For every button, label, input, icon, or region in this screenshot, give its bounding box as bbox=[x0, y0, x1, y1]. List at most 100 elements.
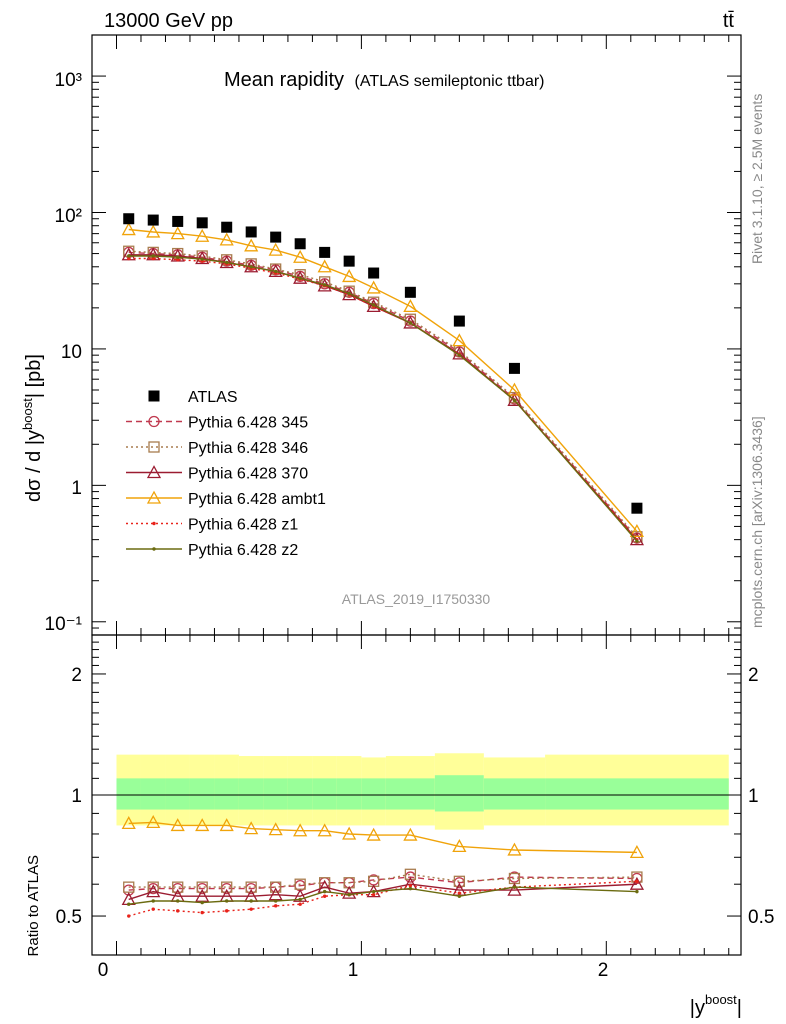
ratio-point bbox=[273, 904, 278, 908]
main-point bbox=[151, 254, 155, 258]
ratio-point bbox=[293, 823, 308, 837]
main-y-tick-label-0.1: 10⁻¹ bbox=[45, 614, 83, 635]
legend-label: Pythia 6.428 345 bbox=[188, 415, 308, 432]
legend-label: Pythia 6.428 ambt1 bbox=[188, 491, 326, 508]
ratio-band-inner-2 bbox=[165, 778, 190, 810]
ratio-point bbox=[457, 891, 462, 895]
main-point bbox=[195, 228, 210, 242]
main-point bbox=[151, 256, 155, 261]
ratio-series-pythia-6-428-z2 bbox=[127, 885, 639, 906]
ratio-point bbox=[317, 823, 332, 837]
xlabel-sup: boost bbox=[705, 992, 737, 1007]
ratio-point bbox=[408, 886, 413, 891]
ratio-series-layer bbox=[121, 814, 645, 918]
legend-label: ATLAS bbox=[188, 389, 238, 406]
main-point bbox=[200, 257, 204, 261]
ratio-point bbox=[176, 909, 180, 913]
main-point bbox=[629, 524, 645, 538]
main-point bbox=[368, 267, 380, 279]
ratio-band-inner-0 bbox=[116, 778, 141, 810]
main-point bbox=[219, 232, 234, 246]
main-point bbox=[631, 502, 643, 514]
main-point bbox=[347, 291, 351, 296]
legend-entry-1: Pythia 6.428 345 bbox=[126, 415, 308, 432]
ratio-point bbox=[200, 910, 204, 915]
ratio-point bbox=[249, 899, 253, 903]
ratio-point bbox=[457, 894, 462, 898]
ratio-y-tick-label-1: 1 bbox=[71, 786, 82, 807]
main-point bbox=[176, 255, 180, 259]
ratio-point bbox=[512, 885, 517, 889]
main-point bbox=[121, 222, 136, 236]
ratio-series-pythia-6-428-370 bbox=[121, 876, 645, 906]
ratio-point bbox=[298, 902, 302, 906]
legend-entry-6: Pythia 6.428 z2 bbox=[126, 542, 298, 559]
main-series-atlas bbox=[123, 213, 643, 514]
ratio-point bbox=[629, 876, 645, 890]
legend-marker bbox=[148, 441, 160, 453]
ratio-line bbox=[128, 876, 637, 891]
ratio-band-inner-13 bbox=[483, 778, 546, 810]
main-point bbox=[508, 391, 521, 404]
main-point bbox=[176, 258, 180, 262]
xlabel-suffix: | bbox=[737, 997, 742, 1019]
ratio-line bbox=[128, 883, 637, 901]
ratio-band-inner-1 bbox=[140, 778, 166, 810]
ratio-point bbox=[293, 888, 308, 902]
legend-marker bbox=[152, 521, 156, 526]
ratio-series-pythia-6-428-ambt1 bbox=[121, 814, 645, 859]
legend-entry-3: Pythia 6.428 370 bbox=[126, 465, 308, 483]
ratio-point bbox=[371, 892, 376, 897]
main-line bbox=[128, 228, 638, 532]
ratio-point bbox=[366, 827, 381, 841]
ratio-point bbox=[342, 826, 357, 840]
main-point bbox=[294, 238, 306, 250]
ratio-point bbox=[172, 881, 184, 893]
ratio-point bbox=[268, 822, 283, 836]
ratio-point bbox=[224, 899, 229, 903]
ratio-point bbox=[151, 907, 155, 911]
rivet-side-label: Rivet 3.1.10, ≥ 2.5M events bbox=[749, 94, 765, 264]
main-point bbox=[403, 299, 418, 313]
ratio-point bbox=[151, 899, 155, 903]
ratio-point bbox=[121, 816, 136, 830]
ratio-point bbox=[200, 900, 204, 905]
legend-label: Pythia 6.428 z1 bbox=[188, 517, 298, 534]
ratio-point bbox=[195, 818, 210, 832]
main-point bbox=[244, 238, 259, 252]
legend-marker bbox=[146, 490, 162, 504]
legend-marker bbox=[148, 415, 160, 428]
main-point bbox=[195, 251, 210, 265]
x-tick-label-2: 2 bbox=[598, 960, 609, 981]
ratio-point bbox=[629, 845, 645, 859]
ratio-y-tick-label-right-2: 2 bbox=[748, 665, 759, 686]
ratio-point bbox=[176, 899, 180, 903]
main-point bbox=[322, 283, 327, 287]
main-y-tick-label-10: 10 bbox=[61, 342, 82, 363]
main-point bbox=[457, 353, 462, 357]
main-series-pythia-6-428-z2 bbox=[127, 254, 639, 543]
ratio-point bbox=[322, 894, 327, 898]
ratio-y-tick-label-right-1: 1 bbox=[748, 786, 759, 807]
main-point bbox=[403, 315, 418, 329]
ratio-point bbox=[127, 914, 131, 918]
ratio-point bbox=[221, 881, 233, 893]
legend-marker bbox=[152, 547, 156, 551]
main-point bbox=[453, 315, 465, 327]
ratio-point bbox=[224, 909, 229, 913]
main-y-tick-label-1: 1 bbox=[71, 478, 82, 499]
ratio-point bbox=[249, 907, 253, 911]
ratio-band-inner-12 bbox=[434, 775, 484, 812]
ratio-point bbox=[146, 814, 161, 829]
ratio-band-inner-14 bbox=[545, 778, 729, 810]
energy-label: 13000 GeV pp bbox=[104, 10, 233, 32]
main-point bbox=[224, 260, 229, 265]
main-point bbox=[507, 382, 522, 396]
main-point bbox=[512, 398, 517, 403]
main-point bbox=[366, 280, 381, 294]
main-point bbox=[293, 249, 308, 263]
main-point bbox=[343, 255, 355, 267]
ratio-point bbox=[298, 897, 302, 902]
ratio-band-inner-3 bbox=[189, 778, 215, 810]
x-axis-title: |yboost| bbox=[690, 992, 742, 1019]
